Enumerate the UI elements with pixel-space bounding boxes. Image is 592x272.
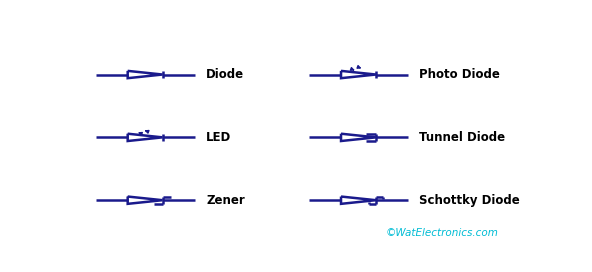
- Text: LED: LED: [206, 131, 231, 144]
- Text: Photo Diode: Photo Diode: [420, 68, 500, 81]
- Text: Zener: Zener: [206, 194, 245, 207]
- Text: Schottky Diode: Schottky Diode: [420, 194, 520, 207]
- Text: Diode: Diode: [206, 68, 244, 81]
- Text: ©WatElectronics.com: ©WatElectronics.com: [386, 228, 499, 238]
- Text: Tunnel Diode: Tunnel Diode: [420, 131, 506, 144]
